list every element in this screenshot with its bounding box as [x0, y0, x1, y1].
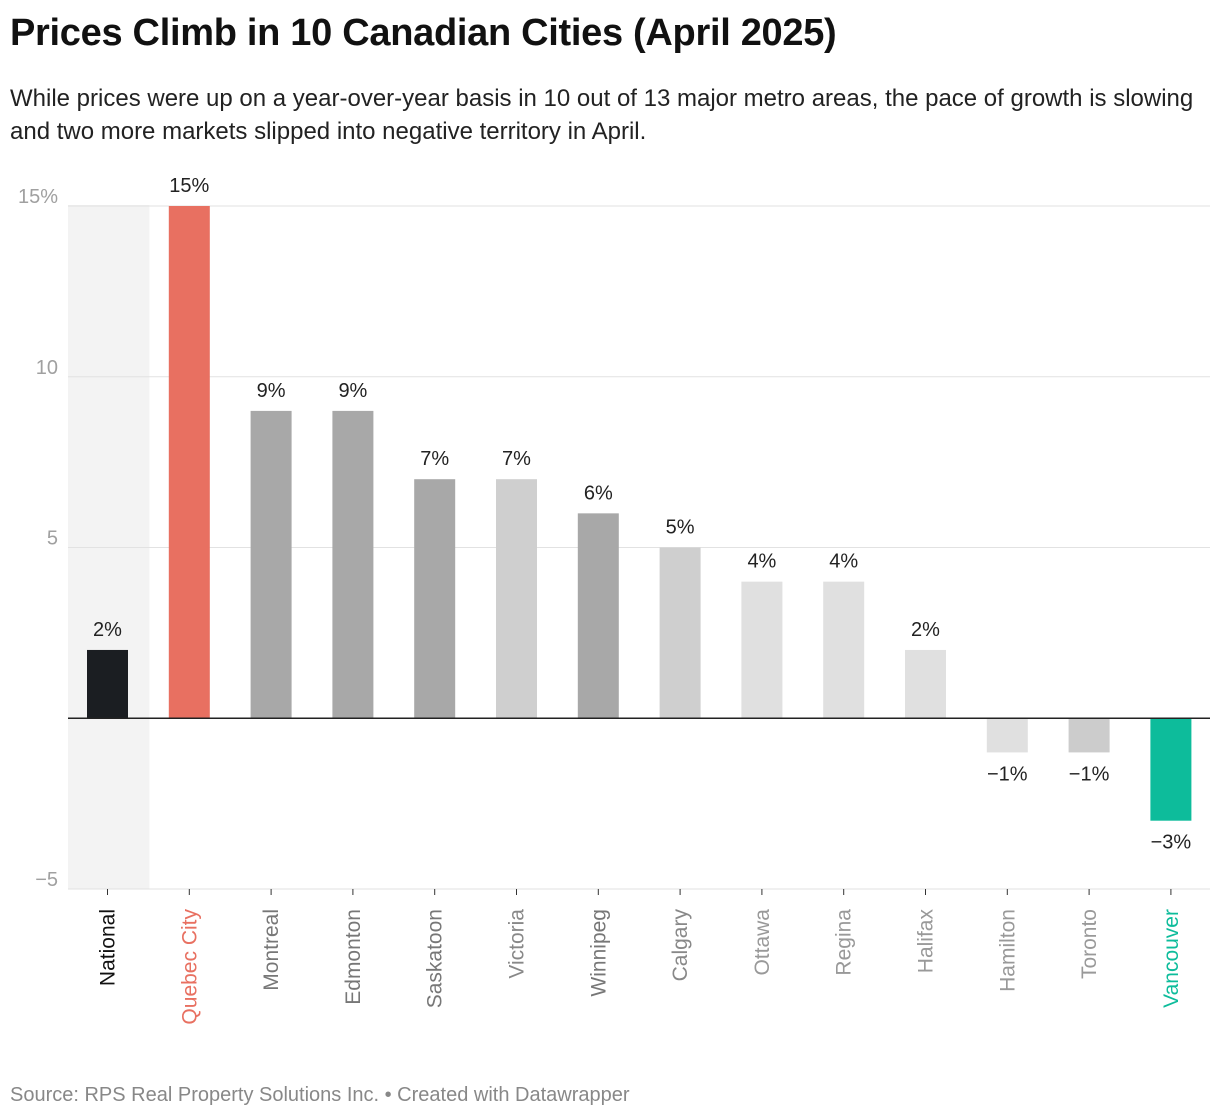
bar: [1150, 718, 1192, 821]
value-label: 4%: [747, 551, 776, 573]
y-tick-label: 5: [47, 528, 58, 550]
value-label: −1%: [1069, 763, 1110, 785]
value-label: 9%: [338, 380, 367, 402]
bar: [577, 513, 619, 719]
source-footer: Source: RPS Real Property Solutions Inc.…: [10, 1084, 630, 1106]
value-label: 4%: [829, 551, 858, 573]
bar: [741, 581, 783, 719]
x-category-label: Hamilton: [996, 909, 1019, 992]
bar: [1068, 718, 1110, 753]
bar: [659, 547, 701, 719]
bar: [986, 718, 1028, 753]
x-category-label: Vancouver: [1160, 909, 1183, 1008]
value-label: 7%: [502, 448, 531, 470]
bar: [332, 410, 374, 719]
value-label: −3%: [1151, 832, 1192, 854]
x-category-label: Calgary: [669, 909, 692, 982]
value-label: 2%: [911, 619, 940, 641]
bar: [250, 410, 292, 719]
x-category-label: Edmonton: [342, 909, 365, 1005]
y-tick-label: −5: [35, 869, 58, 891]
x-category-label: National: [97, 909, 120, 986]
bar-chart: 15% 10 5 −5 2% 15% 9% 9% 7% 7% 6% 5% 4% 4% 2% −1% −1% −3…: [18, 175, 1210, 1025]
x-category-label: Ottawa: [751, 909, 774, 976]
bar: [168, 206, 210, 719]
bar: [905, 649, 946, 719]
value-label: 2%: [93, 619, 122, 641]
y-tick-label: 10: [36, 357, 58, 379]
bar: [496, 479, 537, 719]
x-category-label: Quebec City: [178, 909, 201, 1025]
x-category-label: Halifax: [915, 909, 938, 974]
bar: [414, 479, 456, 719]
value-label: 6%: [584, 482, 613, 504]
value-label: 9%: [257, 380, 286, 402]
bar: [823, 581, 865, 719]
value-label: 7%: [420, 448, 449, 470]
bar: [87, 649, 128, 719]
value-label: 5%: [666, 517, 695, 539]
x-category-label: Victoria: [506, 909, 529, 979]
chart-subtitle: While prices were up on a year-over-year…: [10, 85, 1194, 145]
x-category-label: Montreal: [260, 909, 283, 991]
value-label: −1%: [987, 763, 1028, 785]
x-category-label: Toronto: [1078, 909, 1101, 979]
chart-title: Prices Climb in 10 Canadian Cities (Apri…: [10, 12, 837, 54]
y-tick-label: 15%: [18, 186, 58, 208]
value-label: 15%: [169, 175, 209, 197]
x-category-label: Regina: [833, 909, 856, 976]
x-category-label: Saskatoon: [424, 909, 447, 1008]
x-category-label: Winnipeg: [587, 909, 610, 997]
